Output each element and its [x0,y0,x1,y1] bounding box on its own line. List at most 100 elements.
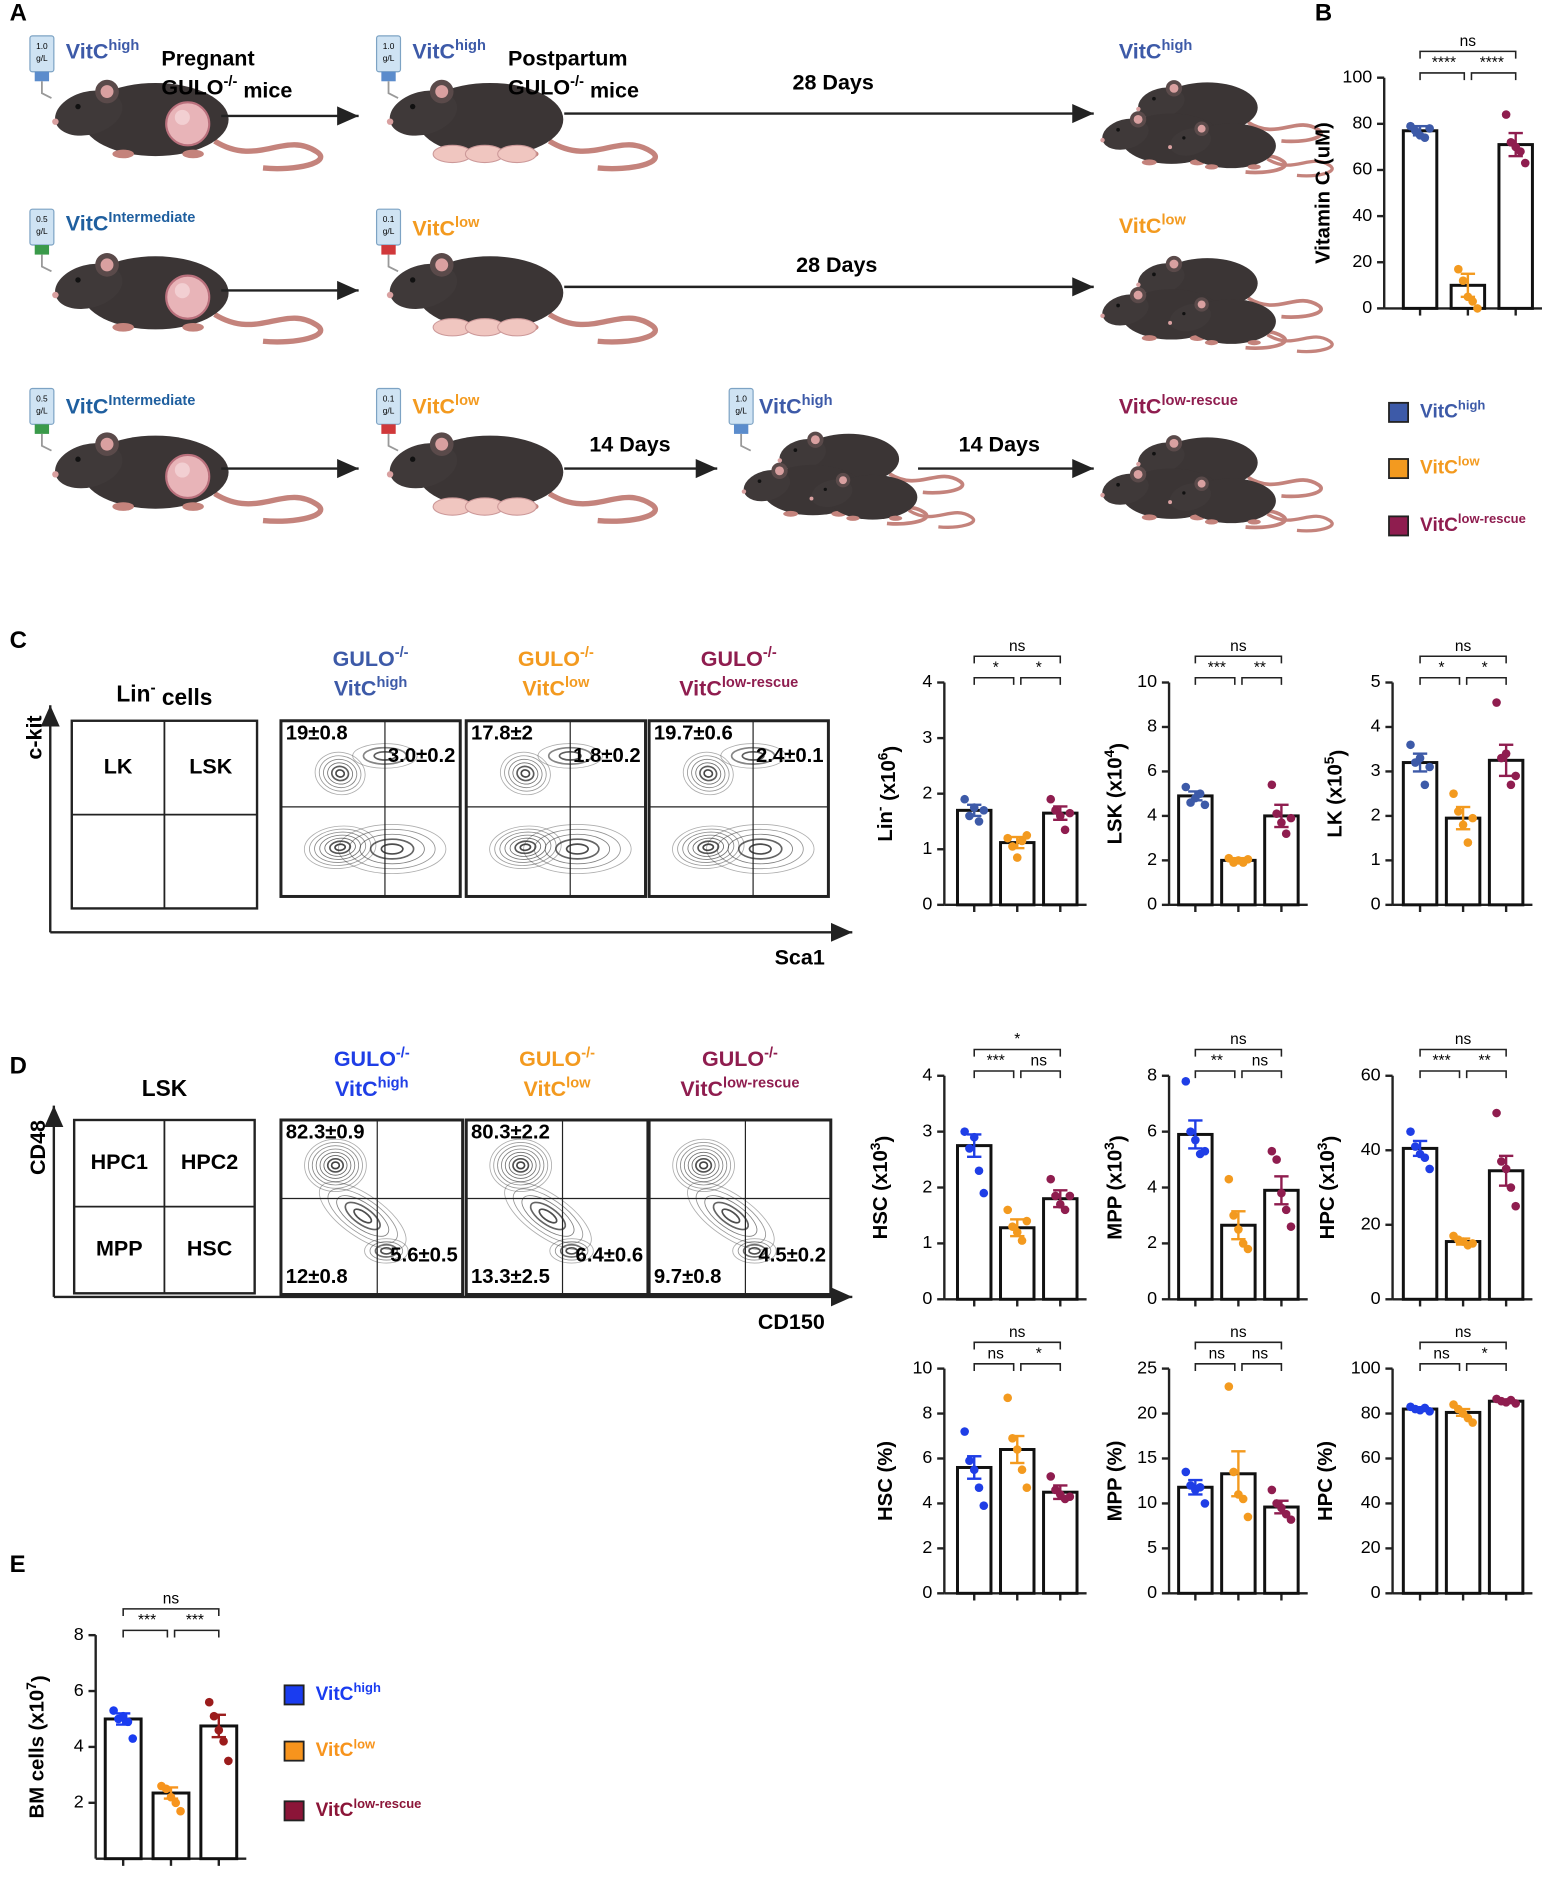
plot-header-sup: -/- [580,645,594,661]
y-tick-label: 20 [1361,1214,1381,1234]
sig-label: ns [1455,1031,1472,1048]
contour [737,838,783,860]
legend-label-sup: low-rescue [353,1796,421,1811]
bar [1444,816,1482,907]
contour [334,843,347,852]
gate-frequency: 19.7±0.6 [654,722,733,744]
gate-frequency: 9.7±0.8 [654,1266,722,1288]
sig-bracket [1419,1341,1507,1350]
legend-label-base: VitC [1420,458,1458,479]
data-point [1272,1155,1281,1164]
bar [1401,129,1439,310]
mouse-foot [112,322,134,332]
contour [538,1208,558,1224]
contour [512,762,539,785]
bar [1220,858,1257,907]
bottle-conc: 1.0 [383,41,395,51]
mouse-ear-inner [100,437,114,451]
data-point [1492,698,1501,707]
mouse-foot [182,502,204,511]
data-point [1501,110,1511,119]
y-axis-label-part: ) [1321,1136,1343,1143]
mouse-eye [1152,272,1156,277]
mouse-foot [112,502,134,511]
pup [497,497,537,516]
bottle-cap [34,245,50,255]
legend-swatch [1388,401,1410,423]
group-label: VitCIntermediate [66,393,196,418]
data-point [1012,853,1022,862]
plot-group-base: VitC [335,1077,378,1101]
bottle-cap [34,424,50,434]
duration: 28 Days [796,253,877,277]
y-axis-label-part: 5 [1321,756,1337,764]
group-label: VitClow [1119,212,1187,237]
y-tick-label: 5 [1371,671,1381,691]
y-axis-label-part: ) [873,1136,895,1143]
bar [1487,1399,1525,1595]
data-point [1501,749,1511,758]
plot-header: GULO-/- [701,645,777,670]
bar [1401,761,1439,907]
group-label: VitChigh [1119,38,1193,63]
contours [304,1138,409,1264]
contour [727,833,793,865]
contour [304,1138,367,1192]
sig-bracket [973,1048,1062,1057]
data-point [1065,1191,1075,1201]
x-axis-label: CD150 [758,1310,825,1334]
mouse-nose [386,471,394,478]
data-point [1267,1485,1277,1495]
data-point [176,1806,185,1816]
bar [1042,811,1079,907]
plot-group: VitClow [522,675,590,700]
contours [672,743,815,875]
sig-label: **** [1432,54,1456,71]
y-tick-label: 2 [922,782,932,802]
mouse-eye [1116,127,1120,132]
embryo-head [174,109,190,125]
gate-frequency: 12±0.8 [286,1266,348,1288]
contour [672,1138,735,1192]
sig-label: *** [987,1053,1005,1070]
x-axis-label: Sca1 [775,945,825,969]
sig-label: ** [1254,659,1266,676]
duration: 28 Days [793,70,874,94]
group-label: VitChigh [759,393,833,418]
contour [676,1142,732,1189]
sig-label: *** [1433,1053,1451,1070]
sig-label: ns [988,1345,1005,1362]
schema-title-part: - [150,680,155,697]
plot-group: VitClow [524,1075,592,1100]
contour [308,1142,363,1189]
data-point [1468,1239,1477,1248]
bottle-unit: g/L [735,405,747,415]
sig-label: * [1439,659,1445,676]
mouse-tail [907,508,976,529]
group-label-base: VitC [66,211,109,235]
mouse-tail [1266,157,1334,178]
data-point [1060,1205,1070,1215]
quadrant-label: HPC1 [91,1150,148,1174]
contour [344,1201,381,1231]
schema-title-part: Lin [116,681,150,707]
bottle-conc: 0.1 [383,214,395,224]
y-axis-label-part: HPC (%) [1315,1441,1337,1521]
data-point [1243,854,1253,864]
bottle-spout [387,81,399,99]
contour [309,828,372,866]
y-tick-label: 8 [74,1624,84,1644]
sig-bracket [1020,1070,1062,1079]
contour [493,1142,549,1189]
group-label-sup: high [455,38,486,54]
data-point [969,803,979,812]
y-tick-label: 40 [1361,1492,1381,1512]
y-tick-label: 60 [1361,1447,1381,1467]
sig-label: ** [1479,1053,1491,1070]
data-point [960,794,969,804]
y-axis-label-part: ) [881,746,903,753]
data-point [979,806,989,815]
sig-label: ns [1433,1345,1450,1362]
legend-label-sup: high [353,1681,380,1696]
sig-label: * [1036,1345,1042,1362]
